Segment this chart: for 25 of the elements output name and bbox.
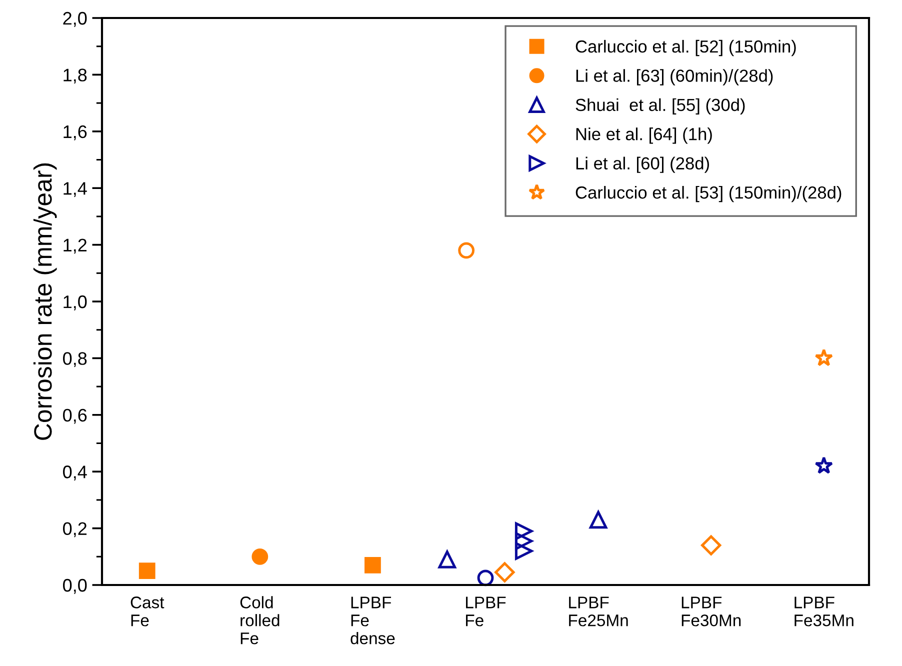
legend-label: Carluccio et al. [52] (150min) bbox=[576, 40, 796, 56]
y-tick-label: 2,0 bbox=[63, 12, 87, 27]
legend-label: Nie et al. [64] (1h) bbox=[576, 128, 712, 144]
y-tick-label: 1,8 bbox=[64, 68, 87, 84]
x-tick-label: LPBF Fe bbox=[466, 596, 506, 626]
legend-label: Li et al. [63] (60min)/(28d) bbox=[576, 69, 773, 86]
x-tick-label: LPBF Fe25Mn bbox=[569, 596, 628, 626]
x-tick-label: Cold rolled Fe bbox=[240, 596, 280, 644]
x-tick-label: LPBF Fe30Mn bbox=[682, 596, 741, 626]
y-tick-label: 0,2 bbox=[63, 522, 87, 538]
x-tick-label: LPBF Fe35Mn bbox=[794, 596, 854, 626]
y-tick-label: 0,4 bbox=[63, 466, 87, 480]
x-tick-label: LPBF Fe dense bbox=[350, 596, 395, 644]
legend-label: Shuai et al. [55] (30d) bbox=[576, 98, 745, 115]
legend-label: Li et al. [60] (28d) bbox=[576, 156, 709, 173]
y-tick-label: 0,6 bbox=[63, 408, 87, 424]
x-tick-label: Cast Fe bbox=[130, 596, 164, 626]
y-tick-label: 0,8 bbox=[63, 352, 87, 368]
y-tick-label: 1,0 bbox=[64, 295, 87, 310]
y-axis-title: Corrosion rate (mm/year) bbox=[33, 163, 57, 440]
y-tick-label: 0,0 bbox=[63, 578, 87, 594]
y-tick-label: 1,2 bbox=[64, 238, 87, 254]
legend-label: Carluccio et al. [53] (150min)/(28d) bbox=[576, 186, 842, 202]
y-tick-label: 1,6 bbox=[64, 125, 87, 140]
y-tick-label: 1,4 bbox=[64, 182, 87, 197]
